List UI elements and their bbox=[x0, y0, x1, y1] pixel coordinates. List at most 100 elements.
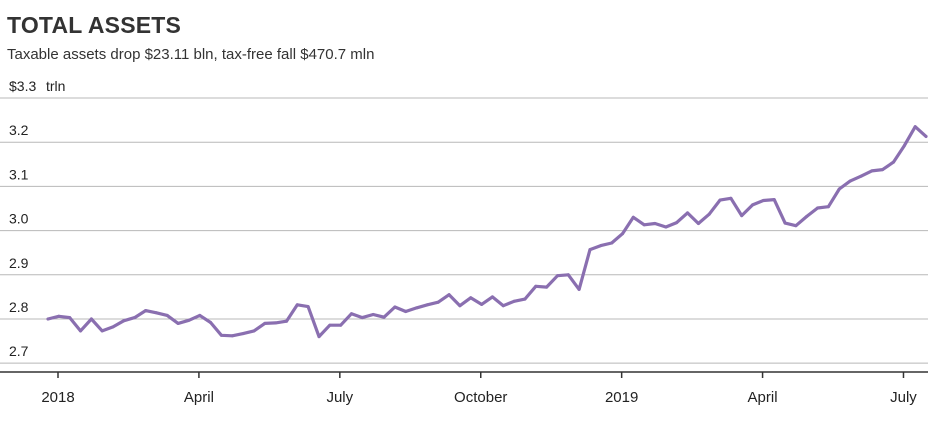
data-point bbox=[382, 315, 386, 319]
data-point bbox=[848, 179, 852, 183]
data-point bbox=[447, 293, 451, 297]
data-point bbox=[230, 334, 234, 338]
series-points bbox=[46, 125, 928, 339]
data-point bbox=[924, 134, 928, 138]
data-point bbox=[696, 222, 700, 225]
data-point bbox=[252, 329, 256, 333]
data-point bbox=[686, 211, 689, 215]
data-point bbox=[187, 318, 191, 322]
data-point bbox=[317, 335, 321, 339]
data-point bbox=[588, 248, 592, 252]
data-point bbox=[209, 321, 213, 324]
data-point bbox=[274, 321, 278, 325]
data-point bbox=[816, 206, 820, 210]
data-point bbox=[100, 329, 104, 333]
data-point bbox=[859, 174, 863, 178]
data-point bbox=[501, 304, 505, 308]
data-point bbox=[469, 296, 473, 300]
data-point bbox=[425, 303, 429, 307]
data-point bbox=[111, 325, 115, 329]
data-point bbox=[610, 241, 614, 245]
data-point bbox=[415, 306, 418, 310]
data-point bbox=[480, 302, 484, 306]
data-point bbox=[729, 196, 733, 200]
data-point bbox=[68, 316, 72, 320]
data-point bbox=[490, 295, 494, 299]
data-point bbox=[436, 300, 440, 304]
data-point bbox=[664, 225, 668, 229]
data-point bbox=[57, 314, 61, 318]
y-tick-label: 2.7 bbox=[9, 343, 29, 359]
y-tick-label: 3.0 bbox=[9, 211, 29, 227]
gridlines bbox=[0, 97, 928, 364]
data-point bbox=[350, 312, 353, 316]
x-tick-label: July bbox=[326, 389, 353, 406]
data-point bbox=[79, 329, 82, 333]
data-point bbox=[870, 169, 874, 173]
x-tick-label: April bbox=[184, 389, 214, 406]
data-point bbox=[534, 284, 538, 288]
data-point bbox=[144, 309, 148, 313]
data-point bbox=[653, 222, 657, 225]
y-unit-label: trln bbox=[46, 78, 65, 94]
data-point bbox=[718, 198, 722, 202]
chart-subtitle: Taxable assets drop $23.11 bln, tax-free… bbox=[7, 46, 375, 63]
y-axis-ticks: $3.3 3.2 3.1 3.0 2.9 2.8 2.7 bbox=[9, 78, 36, 359]
data-point bbox=[892, 160, 895, 164]
data-point bbox=[404, 310, 408, 313]
data-point bbox=[219, 333, 223, 337]
data-point bbox=[826, 205, 830, 209]
data-point bbox=[133, 316, 137, 320]
data-point bbox=[740, 214, 744, 218]
data-point bbox=[642, 223, 646, 227]
x-tick-label: July bbox=[890, 389, 917, 406]
x-tick-label: 2018 bbox=[41, 389, 74, 406]
y-tick-label: 2.9 bbox=[9, 255, 29, 271]
data-point bbox=[89, 317, 93, 321]
data-point bbox=[371, 313, 375, 316]
data-point bbox=[285, 319, 288, 323]
data-point bbox=[772, 198, 776, 202]
data-point bbox=[751, 203, 755, 207]
data-point bbox=[675, 221, 679, 225]
data-point bbox=[263, 321, 267, 325]
data-point bbox=[295, 303, 299, 307]
data-point bbox=[176, 321, 180, 325]
data-point bbox=[458, 304, 462, 308]
data-point bbox=[523, 297, 527, 301]
data-point bbox=[165, 313, 169, 317]
data-point bbox=[621, 232, 624, 236]
y-tick-label: 2.8 bbox=[9, 299, 29, 315]
data-point bbox=[556, 274, 559, 278]
data-point bbox=[599, 244, 603, 248]
series-line bbox=[46, 125, 928, 339]
data-point bbox=[707, 212, 711, 216]
data-point bbox=[339, 323, 343, 327]
data-point bbox=[328, 323, 332, 327]
data-point bbox=[241, 332, 245, 336]
data-point bbox=[512, 299, 516, 303]
x-tick-label: April bbox=[748, 389, 778, 406]
data-point bbox=[360, 316, 364, 320]
x-tick-label: 2019 bbox=[605, 389, 638, 406]
chart-title: TOTAL ASSETS bbox=[7, 12, 182, 38]
data-point bbox=[805, 214, 809, 218]
y-tick-label: $3.3 bbox=[9, 78, 36, 94]
data-point bbox=[783, 221, 787, 225]
data-point bbox=[122, 319, 126, 323]
data-point bbox=[566, 273, 570, 277]
y-tick-label: 3.1 bbox=[9, 166, 29, 182]
y-tick-label: 3.2 bbox=[9, 122, 29, 138]
data-point bbox=[198, 313, 202, 317]
data-point bbox=[913, 125, 917, 129]
data-point bbox=[761, 199, 765, 202]
data-point bbox=[794, 224, 798, 228]
data-point bbox=[46, 317, 50, 321]
data-point bbox=[837, 187, 841, 191]
data-point bbox=[393, 305, 397, 309]
x-tick-label: October bbox=[454, 389, 507, 406]
data-point bbox=[881, 168, 885, 172]
x-axis: 2018 April July October 2019 April July bbox=[0, 371, 928, 406]
data-point bbox=[902, 144, 906, 148]
